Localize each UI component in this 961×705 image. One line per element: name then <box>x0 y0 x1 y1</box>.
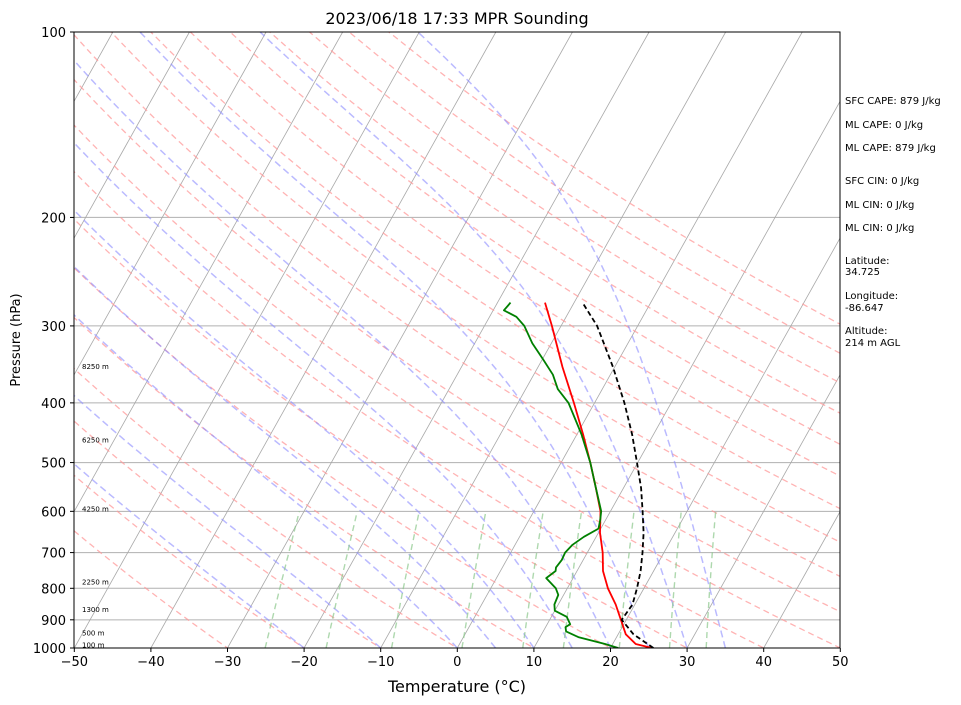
dry-adiabat-line <box>74 124 840 648</box>
moist-adiabat-line <box>74 265 497 648</box>
dry-adiabat-line <box>74 316 536 648</box>
y-axis-ticks: 100 200 300 400 500 600 700 800 900 1000 <box>33 26 74 657</box>
y-tick-label: 400 <box>41 397 66 412</box>
x-tick-label: 40 <box>755 655 772 670</box>
x-tick-label: 20 <box>602 655 619 670</box>
dry-adiabat-line <box>229 32 840 445</box>
isotherm-line <box>74 32 267 376</box>
isotherm-line <box>380 32 727 648</box>
isotherm-line <box>74 32 190 239</box>
isotherm-line <box>533 100 840 648</box>
sfc-cape-text: SFC CAPE: 879 J/kg <box>845 96 941 107</box>
y-axis-label: Pressure (hPa) <box>9 293 24 386</box>
altitude-value: 214 m AGL <box>845 338 901 349</box>
x-axis-ticks: −50 −40 −30 −20 −10 0 10 20 30 40 50 <box>61 648 849 670</box>
x-tick-label: −10 <box>367 655 394 670</box>
dry-adiabat-line <box>150 32 840 510</box>
mixing-ratio-line <box>264 511 301 648</box>
y-tick-label: 200 <box>41 211 66 226</box>
y-tick-label: 800 <box>41 582 66 597</box>
mu-cin-text: ML CIN: 0 J/kg <box>845 223 914 234</box>
moist-adiabat-line <box>74 209 535 648</box>
dry-adiabats <box>74 32 840 648</box>
temperature-profile-line <box>544 302 653 648</box>
y-tick-label: 500 <box>41 457 66 472</box>
y-tick-label: 300 <box>41 320 66 335</box>
isotherm-line <box>227 32 573 648</box>
x-tick-label: −30 <box>214 655 241 670</box>
mixing-ratio-line <box>461 511 487 648</box>
longitude-label: Longitude: <box>845 291 898 302</box>
y-tick-label: 700 <box>41 547 66 562</box>
stats-panel: SFC CAPE: 879 J/kg ML CAPE: 0 J/kg ML CA… <box>845 96 941 349</box>
ml-cin-text: ML CIN: 0 J/kg <box>845 200 914 211</box>
isotherm-line <box>610 237 840 648</box>
mixing-ratio-line <box>390 511 420 648</box>
x-tick-label: −50 <box>61 655 88 670</box>
moist-adiabat-line <box>74 59 612 648</box>
dry-adiabat-line <box>74 367 459 648</box>
x-tick-label: 10 <box>526 655 543 670</box>
moist-adiabat-line <box>74 141 573 648</box>
mixing-ratio-line <box>325 511 358 648</box>
x-tick-label: −40 <box>137 655 164 670</box>
altitude-label: Altitude: <box>845 326 887 337</box>
isotherm-grid <box>74 32 961 648</box>
ml-cape-text: ML CAPE: 0 J/kg <box>845 120 923 131</box>
dry-adiabat-line <box>74 170 766 648</box>
mixing-ratio-lines <box>264 511 717 648</box>
moist-adiabat-line <box>74 313 458 648</box>
x-axis-label: Temperature (°C) <box>387 677 526 696</box>
height-labels: 8250 m 6250 m 4250 m 2250 m 1300 m 500 m 100 m <box>82 363 109 649</box>
x-tick-label: 50 <box>832 655 849 670</box>
dry-adiabat-line <box>388 32 840 325</box>
isotherm-line <box>763 510 840 648</box>
latitude-value: 34.725 <box>845 267 880 278</box>
isotherm-line <box>74 32 344 513</box>
moist-adiabat-line <box>74 462 305 648</box>
plot-background <box>74 32 840 648</box>
dry-adiabat-line <box>74 218 689 648</box>
height-label: 100 m <box>82 641 105 649</box>
isotherm-line <box>150 32 497 648</box>
mixing-ratio-line <box>522 511 544 648</box>
y-tick-label: 100 <box>41 26 66 41</box>
mu-cape-text: ML CAPE: 879 J/kg <box>845 143 936 154</box>
height-label: 500 m <box>82 629 105 637</box>
dry-adiabat-line <box>74 529 229 648</box>
isotherm-line <box>456 32 803 648</box>
height-label: 1300 m <box>82 606 109 614</box>
isotherm-line <box>74 32 420 648</box>
dry-adiabat-line <box>74 474 306 648</box>
height-label: 2250 m <box>82 579 109 587</box>
moist-adiabat-line <box>417 32 727 648</box>
y-tick-label: 900 <box>41 614 66 629</box>
chart-title: 2023/06/18 17:33 MPR Sounding <box>325 9 588 28</box>
isotherm-line <box>686 374 840 648</box>
height-label: 4250 m <box>82 506 109 514</box>
longitude-value: -86.647 <box>845 303 884 314</box>
sounding-profiles <box>503 302 654 648</box>
height-label: 8250 m <box>82 363 109 371</box>
isotherm-line <box>303 32 650 648</box>
x-tick-label: 30 <box>679 655 696 670</box>
dewpoint-profile-line <box>503 302 619 648</box>
y-tick-label: 600 <box>41 505 66 520</box>
mixing-ratio-line <box>562 511 583 648</box>
moist-adiabat-line <box>139 32 650 648</box>
latitude-label: Latitude: <box>845 256 890 267</box>
x-tick-label: 0 <box>453 655 461 670</box>
sfc-cin-text: SFC CIN: 0 J/kg <box>845 176 919 187</box>
isotherm-line <box>917 32 961 648</box>
height-label: 6250 m <box>82 436 109 444</box>
dry-adiabat-line <box>110 32 840 543</box>
parcel-profile-line <box>581 302 654 648</box>
dry-adiabat-line <box>269 32 840 414</box>
y-tick-label: 1000 <box>33 642 66 657</box>
x-tick-label: −20 <box>290 655 317 670</box>
